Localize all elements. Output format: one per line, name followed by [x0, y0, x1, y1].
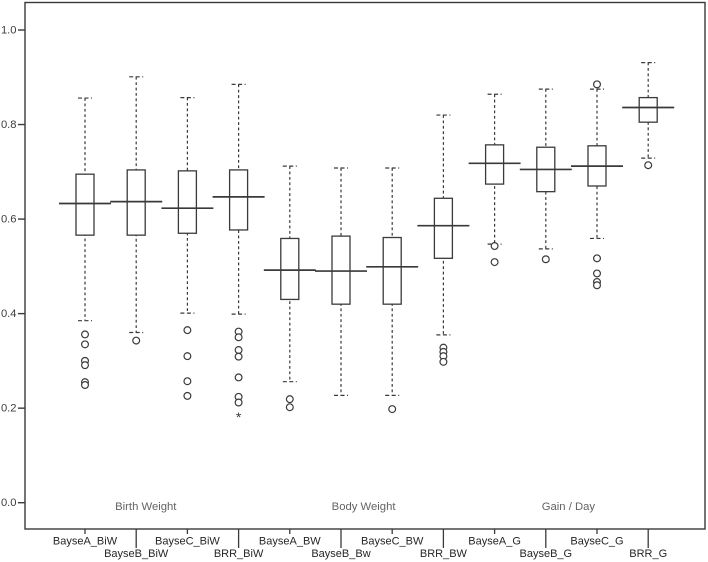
box-iqr: [638, 96, 658, 123]
category-label: BayseC_G: [570, 535, 623, 547]
outlier-point: [80, 380, 89, 389]
outlier-point: [592, 281, 601, 290]
category-label: BayseB_G: [520, 548, 573, 560]
category-label: BayseB_Bw: [311, 548, 370, 560]
outlier-point: [490, 242, 499, 251]
box-iqr: [484, 144, 505, 185]
box-iqr: [75, 173, 95, 236]
box-iqr: [331, 235, 351, 305]
outlier-point: [644, 161, 653, 170]
outlier-point: [183, 352, 192, 361]
plot-frame: [24, 1, 706, 530]
outlier-point: [80, 330, 89, 339]
y-axis-tick-label: 1.0: [1, 24, 17, 36]
category-label: BayseC_BW: [361, 535, 424, 547]
outlier-point: [490, 258, 499, 267]
y-axis-tick-label: 0.2: [1, 403, 17, 415]
outlier-point: [132, 336, 141, 345]
group-label: Gain / Day: [542, 501, 596, 513]
box-iqr: [177, 170, 198, 234]
category-label: BRR_BiW: [214, 548, 264, 560]
category-label: BRR_BW: [420, 548, 468, 560]
outlier-point: [541, 255, 550, 264]
group-label: Body Weight: [332, 501, 397, 513]
outlier-point: [439, 357, 448, 366]
y-axis-tick-label: 0.8: [1, 119, 17, 131]
extreme-point: *: [236, 409, 242, 425]
group-label: Birth Weight: [115, 501, 177, 513]
y-axis-tick-label: 0.0: [1, 497, 17, 509]
outlier-point: [183, 326, 192, 335]
category-label: BayseA_BiW: [53, 535, 118, 547]
box-iqr: [228, 169, 249, 231]
outlier-point: [592, 254, 601, 263]
outlier-point: [592, 80, 601, 89]
category-label: BayseB_BiW: [104, 548, 169, 560]
category-label: BRR_G: [629, 548, 667, 560]
category-label: BayseA_G: [468, 535, 521, 547]
outlier-point: [80, 340, 89, 349]
outlier-point: [285, 395, 294, 404]
outlier-point: [234, 346, 243, 355]
category-label: BayseA_BW: [259, 535, 321, 547]
y-axis-tick-label: 0.4: [1, 308, 17, 320]
outlier-point: [80, 361, 89, 370]
box-iqr: [126, 169, 146, 236]
outlier-point: [285, 403, 294, 412]
box-iqr: [382, 236, 402, 305]
box-iqr: [433, 197, 454, 259]
outlier-point: [234, 352, 243, 361]
category-label: BayseC_BiW: [155, 535, 220, 547]
outlier-point: [234, 398, 243, 407]
y-axis-tick-label: 0.6: [1, 214, 17, 226]
outlier-point: [592, 269, 601, 278]
outlier-point: [183, 391, 192, 400]
outlier-point: [234, 373, 243, 382]
outlier-point: [183, 377, 192, 386]
outlier-point: [388, 405, 397, 414]
outlier-point: [234, 333, 243, 342]
box-iqr: [280, 237, 300, 301]
